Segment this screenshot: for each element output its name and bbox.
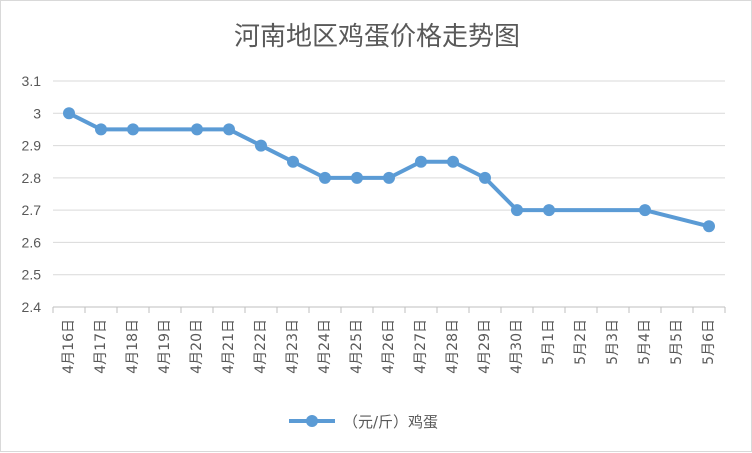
y-tick-label: 2.8 <box>22 170 42 186</box>
data-point <box>703 220 715 233</box>
x-tick-label: 4月26日 <box>381 319 397 374</box>
chart-title: 河南地区鸡蛋价格走势图 <box>234 22 520 52</box>
x-axis: 4月16日 4月17日 4月18日 4月19日 4月20日 4月21日 4月22日 4月23日… <box>52 306 726 374</box>
x-tick-label: 5月3日 <box>605 319 621 365</box>
x-tick-label: 5月6日 <box>701 319 717 365</box>
x-tick-label: 5月4日 <box>637 319 653 365</box>
x-tick-label: 4月25日 <box>349 319 365 374</box>
x-tick-label: 4月17日 <box>93 319 109 374</box>
legend-marker-swatch <box>306 415 318 427</box>
x-tick-label: 4月30日 <box>509 319 525 374</box>
series-line <box>68 111 710 229</box>
y-tick-label: 2.7 <box>22 202 42 218</box>
y-tick-label: 3.1 <box>22 73 42 89</box>
x-tick-label: 4月19日 <box>157 319 173 374</box>
data-point <box>223 123 235 136</box>
data-point <box>191 123 203 136</box>
x-tick-label: 4月21日 <box>221 319 237 374</box>
x-tick-label: 4月23日 <box>285 319 301 374</box>
x-tick-label: 4月27日 <box>413 319 429 374</box>
legend-label: （元/斤）鸡蛋 <box>343 413 438 431</box>
x-tick-label: 4月16日 <box>61 319 77 374</box>
y-tick-label: 2.6 <box>22 234 42 250</box>
data-point <box>95 123 107 136</box>
data-point <box>543 204 555 217</box>
x-tick-label: 5月1日 <box>541 319 557 365</box>
x-tick-label: 5月5日 <box>669 319 685 365</box>
grid-layer <box>53 80 725 308</box>
y-tick-label: 2.9 <box>22 138 42 154</box>
series-layer <box>63 107 715 233</box>
legend: （元/斤）鸡蛋 <box>289 413 438 431</box>
x-tick-label: 4月28日 <box>445 319 461 374</box>
data-point <box>351 171 363 184</box>
data-point <box>255 139 267 152</box>
x-tick-label: 4月24日 <box>317 319 333 374</box>
data-point <box>415 155 427 168</box>
y-tick-label: 3 <box>33 105 41 121</box>
x-tick-label: 4月29日 <box>477 319 493 374</box>
data-point <box>511 204 523 217</box>
data-point <box>319 171 331 184</box>
x-tick-label: 4月20日 <box>189 319 205 374</box>
data-point <box>639 204 651 217</box>
x-tick-label: 5月2日 <box>573 319 589 365</box>
data-point <box>127 123 139 136</box>
x-tick-label: 4月18日 <box>125 319 141 374</box>
y-tick-label: 2.5 <box>22 267 42 283</box>
y-tick-label: 2.4 <box>22 299 42 315</box>
data-point <box>447 155 459 168</box>
y-axis: 2.4 2.5 2.6 2.7 2.8 2.9 3 3.1 <box>22 73 42 315</box>
data-point <box>63 107 75 120</box>
data-point <box>383 171 395 184</box>
data-point <box>287 155 299 168</box>
x-tick-label: 4月22日 <box>253 319 269 374</box>
data-point <box>479 171 491 184</box>
